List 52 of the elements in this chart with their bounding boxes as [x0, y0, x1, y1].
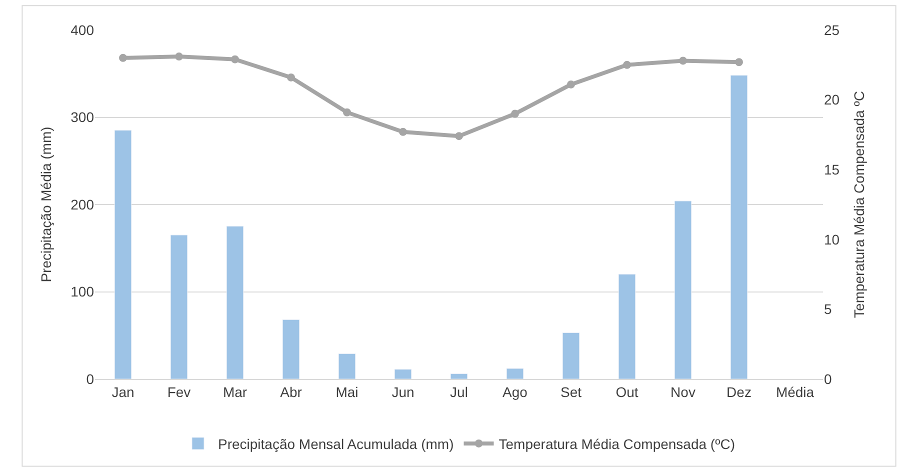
x-tick-label: Jun [392, 384, 414, 400]
x-tick-label: Abr [280, 384, 302, 400]
bar [338, 353, 356, 379]
y2-tick-label: 15 [824, 162, 840, 178]
point [175, 52, 183, 61]
y2-tick-label: 20 [824, 92, 840, 108]
y-tick-label: 0 [86, 370, 94, 387]
point [231, 55, 239, 64]
bar [226, 226, 244, 379]
bar [506, 368, 524, 379]
bar [114, 130, 132, 379]
y2-tick-label: 0 [824, 370, 832, 387]
point [735, 58, 743, 66]
y-tick-label: 200 [70, 196, 94, 212]
bar [450, 374, 468, 379]
legend-label: Precipitação Mensal Acumulada (mm) [218, 436, 454, 452]
x-tick-label: Nov [670, 384, 696, 400]
bar [730, 75, 748, 379]
y2-tick-label: 10 [824, 231, 840, 248]
y2-axis-title: Temperatura Média Compensada ºC [851, 91, 868, 318]
point [623, 60, 631, 69]
point [679, 56, 687, 65]
point [287, 73, 295, 82]
y2-tick-label: 25 [824, 22, 840, 38]
x-tick-label: Dez [726, 384, 752, 400]
x-tick-label: Média [776, 384, 814, 400]
bar [170, 234, 188, 379]
point [455, 132, 463, 140]
point [343, 108, 351, 116]
legend-label: Temperatura Média Compensada (ºC) [498, 436, 735, 452]
x-tick-label: Fev [167, 384, 191, 400]
x-tick-label: Out [616, 384, 638, 400]
point [567, 80, 575, 88]
x-tick-label: Mai [336, 384, 358, 400]
y-tick-label: 100 [70, 284, 94, 300]
y2-tick-label: 5 [824, 301, 832, 318]
point [511, 110, 519, 118]
bar [562, 332, 580, 379]
bar [618, 274, 636, 379]
x-tick-label: Mar [222, 384, 248, 400]
bar [394, 369, 412, 379]
x-tick-label: Ago [502, 384, 528, 400]
x-tick-label: Jan [112, 384, 134, 400]
x-tick-label: Jul [450, 384, 468, 400]
bar [674, 200, 692, 379]
point [399, 128, 407, 136]
bar [282, 319, 300, 379]
y-axis-title: Precipitação Média (mm) [38, 126, 54, 282]
y-tick-label: 300 [70, 109, 94, 126]
y-tick-label: 400 [70, 22, 94, 38]
point [119, 54, 127, 62]
x-tick-label: Set [560, 384, 582, 400]
